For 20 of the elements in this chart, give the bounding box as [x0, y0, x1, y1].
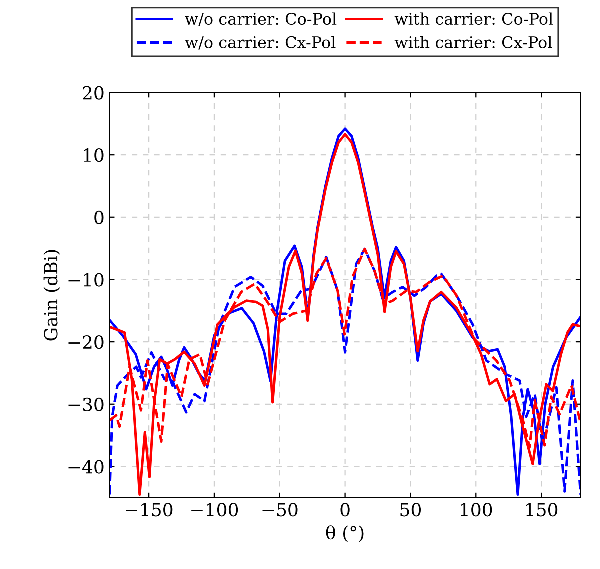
y-tick-label: 0 [94, 210, 104, 225]
x-tick-label: 100 [461, 503, 492, 517]
legend-label: with carrier: Cx-Pol [394, 36, 552, 49]
y-tick-label: 20 [83, 86, 104, 100]
y-tick-label: −10 [68, 273, 104, 287]
y-tick-label: 10 [84, 148, 104, 162]
x-axis-title: θ (°) [326, 526, 364, 542]
legend-label: with carrier: Co-Pol [394, 12, 554, 26]
x-tick-label: 50 [400, 503, 422, 517]
y-tick-label: −20 [68, 336, 104, 350]
y-axis-title: Gain (dBi) [44, 250, 60, 341]
y-tick-label: −30 [68, 398, 104, 412]
legend-label: w/o carrier: Co-Pol [185, 12, 337, 26]
y-tick-label: −40 [68, 460, 104, 474]
x-tick-label: −100 [192, 503, 238, 517]
x-tick-label: −50 [262, 503, 298, 517]
x-tick-label: −150 [126, 503, 173, 517]
x-tick-label: 150 [526, 503, 558, 517]
x-tick-label: 0 [340, 503, 350, 517]
legend-label: w/o carrier: Cx-Pol [185, 36, 336, 50]
